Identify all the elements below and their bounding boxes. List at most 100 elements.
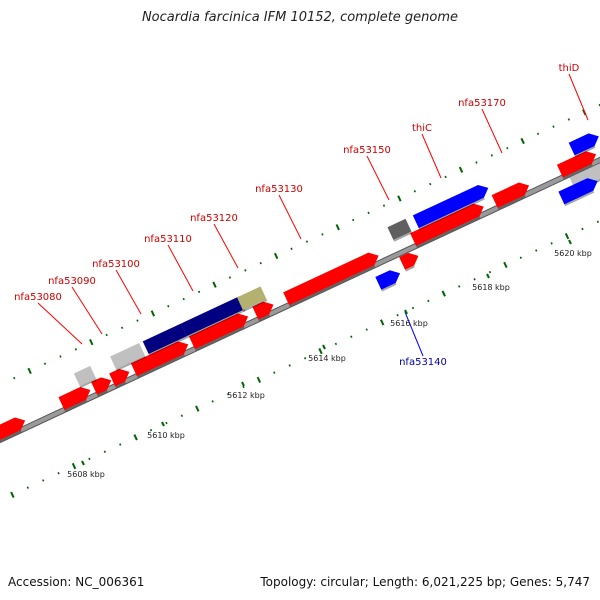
tick-label: 5614 kbp	[308, 354, 346, 363]
tick-dot	[180, 414, 184, 418]
tick-dot	[536, 132, 540, 136]
tick-dot	[88, 457, 91, 461]
tick-dot	[149, 428, 153, 432]
inner-tick-dots	[10, 220, 600, 498]
gene-feature	[252, 301, 274, 320]
tick-dot	[211, 400, 214, 403]
tick-dot	[59, 355, 62, 358]
tick-dot	[382, 204, 386, 207]
tick-dot	[165, 421, 168, 425]
tick-dot	[167, 304, 170, 308]
gene-label: nfa53090	[48, 276, 96, 287]
gene-feature	[73, 365, 97, 387]
genome-stats-text: Topology: circular; Length: 6,021,225 bp…	[260, 575, 590, 589]
tick-dot	[413, 190, 416, 193]
tick-dot	[318, 347, 323, 355]
gene-feature-shadow	[258, 314, 271, 322]
gene-label: thiC	[412, 123, 432, 134]
tick-dot	[273, 252, 279, 260]
leader-line	[213, 223, 239, 269]
gene-feature	[130, 341, 189, 377]
tick-dot	[397, 195, 402, 202]
gene-feature-shadow	[115, 381, 126, 389]
leader-line	[421, 133, 442, 179]
gene-feature-shadow	[64, 399, 87, 412]
gene-feature-shadow	[242, 299, 268, 312]
tick-dot	[429, 182, 432, 186]
outer-tick-dots	[13, 103, 600, 380]
tick-dot	[519, 256, 522, 259]
tick-dot	[535, 249, 538, 252]
gene-feature	[180, 296, 245, 337]
leader-line	[568, 73, 589, 121]
tick-dot	[288, 364, 291, 367]
tick-labels: 5608 kbp 5610 kbp 5612 kbp 5614 kbp 5616 kbp…	[67, 239, 592, 479]
major-tick	[241, 381, 245, 387]
tick-dot	[458, 166, 464, 173]
gene-feature	[491, 182, 530, 208]
tick-dot	[596, 220, 600, 224]
gene-feature-shadow	[405, 265, 415, 272]
leader-line	[167, 244, 194, 292]
gene-label: nfa53080	[14, 292, 62, 303]
tick-dot	[43, 362, 47, 365]
gene-labels: nfa53080 nfa53090 nfa53100 nfa53110 nfa53120…	[14, 63, 580, 368]
gene-feature-shadow	[497, 195, 526, 210]
tick-dot	[103, 450, 106, 453]
gene-feature	[283, 252, 379, 306]
tick-dot	[89, 339, 94, 346]
tick-dot	[396, 313, 399, 317]
major-tick	[322, 344, 326, 350]
gene-feature-shadow	[381, 282, 397, 292]
gene-feature-shadow	[564, 190, 595, 207]
gene-feature	[412, 184, 489, 229]
tick-dot	[550, 242, 553, 245]
tick-dot	[552, 125, 555, 128]
genome-title: Nocardia farcinica IFM 10152, complete g…	[141, 10, 459, 25]
tick-dot	[57, 472, 60, 475]
tick-dot	[120, 326, 124, 330]
tick-dot	[335, 224, 340, 231]
gene-feature-shadow	[418, 197, 485, 230]
tick-dot	[473, 278, 476, 281]
leader-line	[278, 194, 302, 240]
tick-dot	[458, 285, 461, 288]
gene-feature	[375, 270, 401, 290]
tick-label: 5612 kbp	[227, 391, 265, 400]
gene-feature-shadow	[289, 265, 376, 307]
gene-feature	[399, 252, 419, 270]
gene-feature	[58, 387, 91, 410]
gene-feature-shadow	[148, 336, 188, 356]
tick-dot	[490, 154, 493, 157]
gene-feature-shadow	[393, 231, 413, 242]
tick-dot	[290, 247, 293, 251]
gene-label: nfa53120	[190, 213, 238, 224]
gene-label: nfa53140	[399, 357, 447, 368]
major-tick	[486, 273, 490, 279]
tick-dot	[71, 462, 77, 470]
gene-feature	[110, 343, 146, 370]
tick-dot	[26, 486, 29, 489]
tick-label: 5610 kbp	[147, 431, 185, 440]
tick-label: 5608 kbp	[67, 470, 105, 479]
tick-dot	[150, 310, 156, 317]
tick-dot	[74, 348, 78, 351]
tick-dot	[367, 211, 370, 215]
tick-dot	[427, 299, 430, 303]
gene-feature-shadow	[116, 355, 146, 372]
tick-dot	[228, 276, 232, 279]
tick-dot	[10, 491, 15, 498]
leader-line	[37, 302, 83, 345]
tick-dot	[273, 371, 276, 374]
gene-feature-shadow	[96, 390, 108, 397]
gene-feature-shadow	[416, 216, 481, 248]
tick-label: 5620 kbp	[554, 249, 592, 258]
tick-dot	[136, 319, 139, 322]
tick-dot	[244, 269, 247, 272]
tick-dot	[334, 342, 338, 346]
gene-label: nfa53150	[343, 145, 391, 156]
genome-backbone	[0, 156, 600, 444]
tick-dot	[520, 137, 525, 145]
major-tick	[161, 421, 165, 427]
tick-dot	[350, 335, 353, 338]
